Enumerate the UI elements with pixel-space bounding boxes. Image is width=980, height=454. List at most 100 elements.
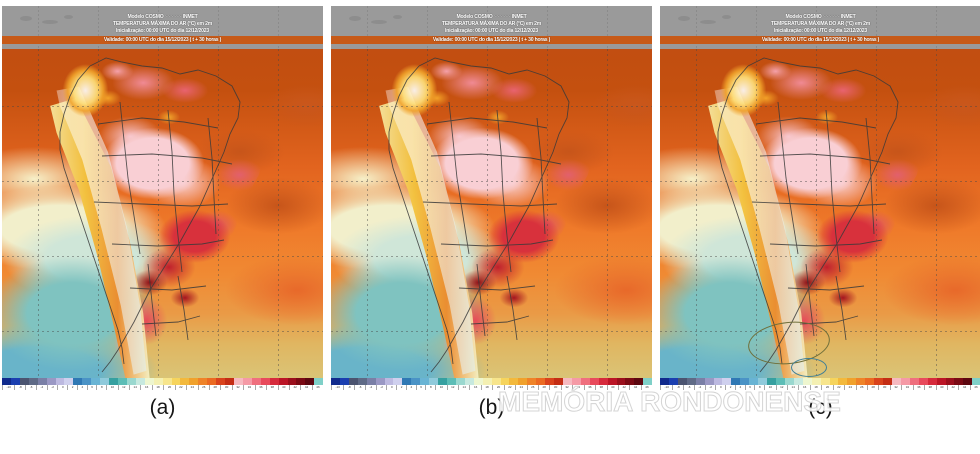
colorbar-tick-label: 8 [754, 385, 764, 390]
colorbar-tick-label: 16 [140, 385, 151, 390]
colorbar-swatch [64, 378, 74, 385]
colorbar-tick-label: 2 [396, 385, 406, 390]
colorbar-tick-label: 30 [878, 385, 889, 390]
colorbar-swatch [331, 378, 340, 385]
colorbar-tick-label: 16 [469, 385, 480, 390]
colorbar-swatch [972, 378, 980, 385]
panel-caption-a: (a) [149, 396, 176, 419]
colorbar-swatch [402, 378, 412, 385]
colorbar-tick-label: 38 [924, 385, 935, 390]
colorbar-swatch [589, 378, 599, 385]
header-model-b: Modelo COSMO [456, 14, 493, 20]
colorbar-tick-label: 40 [935, 385, 947, 390]
colorbar-tick-label: 6 [744, 385, 755, 390]
colorbar-swatch [865, 378, 875, 385]
header-variable-c: TEMPERATURA MÁXIMA DO AR (°C) em 2m [770, 21, 871, 27]
colorbar-swatch [491, 378, 501, 385]
header-model-c: Modelo COSMO [785, 14, 822, 20]
colorbar-tick-label: -4 [693, 385, 705, 390]
colorbar-tick-label: 14 [129, 385, 140, 390]
colorbar-tick-label: 22 [174, 385, 186, 390]
colorbar-a[interactable] [2, 378, 323, 390]
colorbar-swatch [643, 378, 652, 385]
colorbar-ticks-c: -10 -8 -6 -4 -2 0 2 4 6 8 10 12 14 16 18 20 22 24 26 28 30 32… [660, 385, 980, 390]
colorbar-swatch [945, 378, 955, 385]
colorbar-swatch [838, 378, 848, 385]
colorbar-swatch [429, 378, 439, 385]
colorbar-tick-label: -2 [375, 385, 387, 390]
colorbar-swatch [607, 378, 617, 385]
colorbar-c[interactable] [660, 378, 980, 390]
panel-caption-c: (c) [808, 396, 833, 419]
colorbar-swatch [189, 378, 199, 385]
colorbar-swatch [740, 378, 750, 385]
colorbar-swatch [366, 378, 376, 385]
colorbar-swatch [775, 378, 785, 385]
map-panel-b[interactable]: Modelo COSMO ~~~~~~ INMET TEMPERATURA MÁ… [331, 6, 652, 390]
colorbar-swatch [28, 378, 38, 385]
colorbar-tick-label: 26 [197, 385, 209, 390]
colorbar-tick-label: -8 [672, 385, 683, 390]
colorbar-tick-label: -8 [14, 385, 25, 390]
colorbar-swatch [278, 378, 288, 385]
colorbar-swatch [233, 378, 243, 385]
colorbar-swatch [10, 378, 20, 385]
colorbar-swatch [91, 378, 101, 385]
colorbar-tick-label: 4 [76, 385, 87, 390]
map-panel-a[interactable]: Modelo COSMO ~~~~~~ INMET TEMPERATURA MÁ… [2, 6, 323, 390]
colorbar-tick-label: 12 [117, 385, 129, 390]
colorbar-tick-label: 0 [57, 385, 67, 390]
colorbar-tick-label: 38 [595, 385, 606, 390]
colorbar-tick-label: -4 [35, 385, 47, 390]
colorbar-tick-label: 20 [821, 385, 832, 390]
colorbar-swatch [411, 378, 421, 385]
colorbar-swatch [954, 378, 964, 385]
colorbar-swatch [305, 378, 315, 385]
header-model-a: Modelo COSMO [127, 14, 164, 20]
colorbar-tick-label: -6 [354, 385, 365, 390]
northwest-coast-layer [2, 6, 323, 390]
colorbar-swatch [883, 378, 892, 385]
colorbar-tick-label: 32 [889, 385, 901, 390]
colorbar-swatch [216, 378, 226, 385]
colorbar-tick-label: 46 [640, 385, 652, 390]
colorbar-swatch [900, 378, 910, 385]
colorbar-swatch [242, 378, 252, 385]
colorbar-swatch [46, 378, 56, 385]
colorbar-tick-label: 10 [106, 385, 117, 390]
colorbar-swatch [162, 378, 172, 385]
colorbar-swatch [153, 378, 163, 385]
colorbar-tick-label: 14 [787, 385, 798, 390]
colorbar-tick-label: 18 [151, 385, 163, 390]
colorbar-swatch [82, 378, 92, 385]
colorbar-tick-label: -10 [331, 385, 343, 390]
colorbar-swatch [500, 378, 510, 385]
colorbar-swatch [19, 378, 29, 385]
colorbar-swatch [562, 378, 572, 385]
colorbar-tick-label: 36 [583, 385, 595, 390]
map-canvas-b: Modelo COSMO ~~~~~~ INMET TEMPERATURA MÁ… [331, 6, 652, 390]
header-org-a: INMET [182, 14, 198, 20]
panel-header-a: Modelo COSMO ~~~~~~ INMET TEMPERATURA MÁ… [2, 6, 323, 49]
colorbar-tick-label: 6 [415, 385, 426, 390]
colorbar-b[interactable] [331, 378, 652, 390]
colorbar-swatch [784, 378, 794, 385]
header-org-c: INMET [840, 14, 856, 20]
colorbar-swatch [509, 378, 519, 385]
country-borders-overlay [59, 57, 241, 373]
colorbar-tick-label: 34 [572, 385, 583, 390]
map-panel-c[interactable]: Modelo COSMO ~~~~~~ INMET TEMPERATURA MÁ… [660, 6, 980, 390]
colorbar-swatch [758, 378, 768, 385]
colorbar-swatch [269, 378, 279, 385]
colorbar-tick-label: 12 [775, 385, 787, 390]
colorbar-swatch [339, 378, 349, 385]
colorbar-swatch [634, 378, 644, 385]
colorbar-swatch [260, 378, 270, 385]
colorbar-tick-label: 44 [300, 385, 311, 390]
colorbar-tick-label: 28 [866, 385, 878, 390]
map-canvas-c: Modelo COSMO ~~~~~~ INMET TEMPERATURA MÁ… [660, 6, 980, 390]
colorbar-swatch [927, 378, 937, 385]
colorbar-tick-label: 4 [405, 385, 416, 390]
colorbar-swatch [625, 378, 635, 385]
colorbar-swatch [731, 378, 741, 385]
